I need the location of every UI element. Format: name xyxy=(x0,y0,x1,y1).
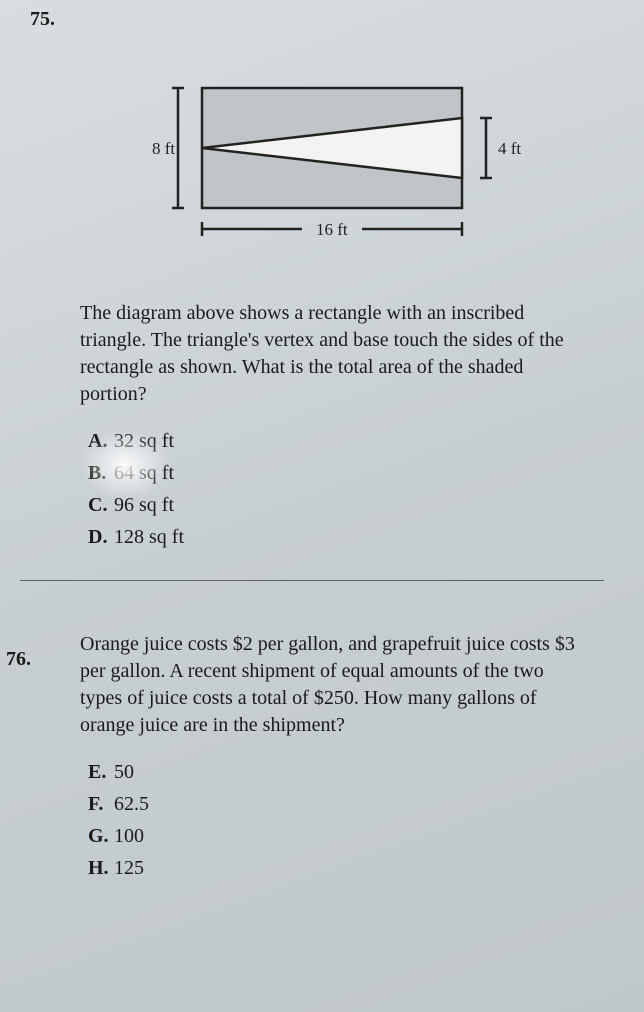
choice-letter: B. xyxy=(88,458,114,488)
choice-text: 96 sq ft xyxy=(114,494,174,516)
choice-text: 100 xyxy=(114,825,144,847)
choice-text: 125 xyxy=(114,857,144,879)
question-number-75: 75. xyxy=(30,8,55,31)
choice-75-d: D.128 sq ft xyxy=(88,522,584,552)
choice-letter: F. xyxy=(88,789,114,819)
choice-text: 62.5 xyxy=(114,793,149,815)
choice-76-h: H.125 xyxy=(88,853,584,883)
question-text-75: The diagram above shows a rectangle with… xyxy=(80,300,584,408)
choice-letter: D. xyxy=(88,522,114,552)
choice-letter: E. xyxy=(88,757,114,787)
choice-letter: H. xyxy=(88,853,114,883)
choice-text: 64 sq ft xyxy=(114,462,174,484)
choice-letter: C. xyxy=(88,490,114,520)
choice-76-e: E.50 xyxy=(88,757,584,787)
choice-letter: G. xyxy=(88,821,114,851)
diagram-75: 8 ft 4 ft 16 ft xyxy=(80,60,584,270)
problem-76: Orange juice costs $2 per gallon, and gr… xyxy=(80,581,584,883)
choice-text: 32 sq ft xyxy=(114,430,174,452)
question-text-76: Orange juice costs $2 per gallon, and gr… xyxy=(80,631,584,739)
problem-75: 8 ft 4 ft 16 ft The diagram above shows … xyxy=(80,20,584,552)
choice-75-b: B.64 sq ft xyxy=(88,458,584,488)
choice-76-f: F.62.5 xyxy=(88,789,584,819)
dim-right-label: 4 ft xyxy=(498,139,521,158)
choice-75-c: C.96 sq ft xyxy=(88,490,584,520)
choice-76-g: G.100 xyxy=(88,821,584,851)
rectangle-triangle-diagram: 8 ft 4 ft 16 ft xyxy=(122,60,542,270)
dim-left-label: 8 ft xyxy=(152,139,175,158)
choice-75-a: A.32 sq ft xyxy=(88,426,584,456)
choice-text: 50 xyxy=(114,761,134,783)
choice-letter: A. xyxy=(88,426,114,456)
choices-75: A.32 sq ft B.64 sq ft C.96 sq ft D.128 s… xyxy=(80,426,584,552)
choices-76: E.50 F.62.5 G.100 H.125 xyxy=(80,757,584,883)
choice-text: 128 sq ft xyxy=(114,526,184,548)
question-number-76: 76. xyxy=(6,648,31,671)
dim-bottom-label: 16 ft xyxy=(316,220,348,239)
